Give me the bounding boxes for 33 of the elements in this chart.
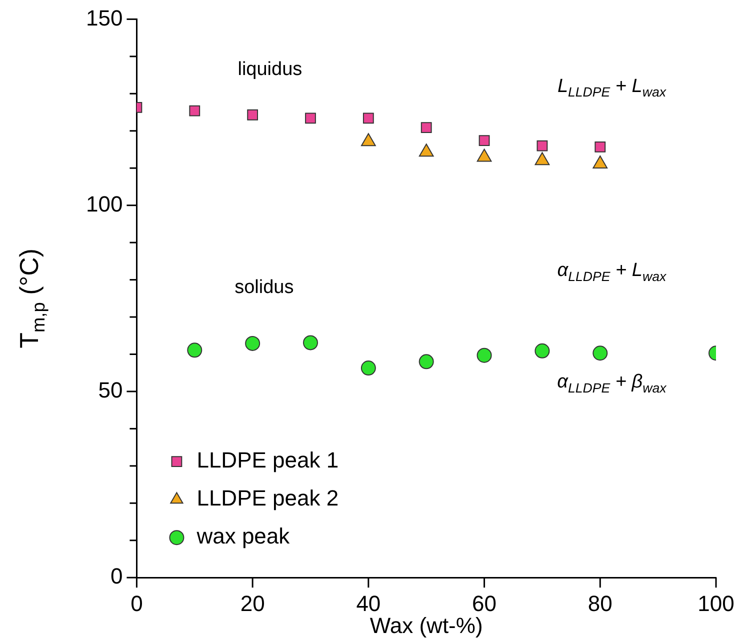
x-tick-label: 60 [472,590,497,616]
annotation: liquidus [238,59,302,80]
legend-label: wax peak [196,524,291,549]
point [536,140,548,152]
y-tick-label: 100 [86,191,123,216]
x-axis-title: Wax (wt-%) [370,613,483,638]
point [594,141,606,152]
point [534,343,550,358]
point [418,354,434,370]
point [187,342,202,358]
x-tick-label: 100 [698,590,734,616]
point [420,122,432,133]
point [360,360,376,376]
legend-label: LLDPE peak 1 [196,448,339,473]
point [362,112,374,124]
y-tick-label: 0 [110,564,123,589]
x-tick-label: 20 [240,590,265,616]
legend-label: LLDPE peak 2 [196,486,339,511]
point [476,348,492,363]
y-tick-label: 50 [98,378,123,403]
x-tick-label: 80 [588,590,612,616]
point [478,135,490,146]
x-tick-label: 40 [356,590,381,616]
y-axis-title: Tm,p (°C) [14,248,48,348]
point [245,336,260,351]
y-tick-label: 150 [86,5,123,30]
x-tick-label: 0 [130,590,143,616]
point [302,335,318,350]
annotation: solidus [234,276,294,298]
point [305,112,316,124]
point [247,109,258,120]
point [592,346,608,361]
point [189,105,200,116]
